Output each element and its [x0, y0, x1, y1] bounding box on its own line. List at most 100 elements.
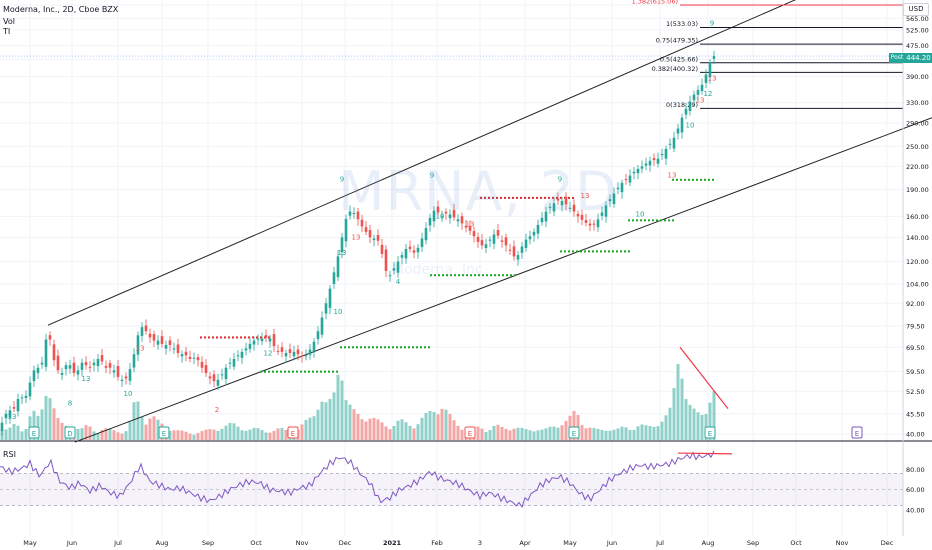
- x-tick-label: Jun: [66, 539, 77, 547]
- candle-body: [624, 179, 628, 181]
- level-dot: [632, 219, 634, 222]
- candle-body: [600, 212, 604, 216]
- currency-selector[interactable]: USD: [903, 3, 929, 16]
- symbol-title[interactable]: Moderna, Inc., 2D, Cboe BZX: [3, 5, 119, 14]
- candle-body: [336, 256, 340, 278]
- candle-body: [404, 248, 408, 259]
- candle-body: [360, 219, 364, 227]
- volume-bar: [436, 414, 440, 440]
- volume-bar: [644, 425, 648, 440]
- volume-bar: [124, 431, 128, 440]
- level-dot: [704, 178, 706, 181]
- level-dot: [292, 370, 294, 373]
- volume-bar: [368, 418, 372, 440]
- level-dot: [442, 274, 444, 277]
- volume-bar: [240, 430, 244, 440]
- volume-bar: [8, 427, 12, 440]
- candle-body: [172, 348, 176, 350]
- candle-body: [236, 355, 240, 357]
- level-dot: [488, 196, 490, 199]
- candle-body: [144, 325, 148, 332]
- volume-indicator-label[interactable]: Vol: [3, 17, 15, 26]
- level-dot: [396, 346, 398, 349]
- volume-bar: [700, 414, 704, 440]
- volume-bar: [428, 411, 432, 440]
- volume-bar: [284, 429, 288, 440]
- level-dot: [688, 178, 690, 181]
- level-dot: [434, 274, 436, 277]
- volume-bar: [584, 428, 588, 440]
- candle-body: [692, 94, 696, 101]
- candle-body: [636, 168, 640, 174]
- level-dot: [628, 250, 630, 253]
- earnings-icon: E: [28, 426, 40, 439]
- td-count-label: 9: [558, 175, 562, 183]
- candle-body: [220, 374, 224, 376]
- level-dot: [284, 370, 286, 373]
- candle-body: [520, 246, 524, 253]
- candle-body: [320, 317, 324, 335]
- candle-body: [420, 238, 424, 248]
- candle-body: [56, 355, 60, 371]
- event-marker-box: [287, 426, 299, 439]
- level-dot: [524, 196, 526, 199]
- level-dot: [324, 370, 326, 373]
- candle-body: [152, 334, 156, 341]
- y-tick-label: 250.00: [906, 143, 929, 151]
- candle-body: [0, 422, 4, 432]
- level-dot: [438, 274, 440, 277]
- volume-bar: [92, 431, 96, 440]
- level-dot: [244, 336, 246, 339]
- volume-bar: [148, 418, 152, 440]
- y-tick-label: 140.00: [906, 234, 929, 242]
- volume-bar: [192, 434, 196, 440]
- candle-body: [392, 268, 396, 271]
- candle-body: [712, 56, 716, 59]
- candle-body: [356, 211, 360, 220]
- candle-body: [492, 234, 496, 244]
- volume-bar: [384, 426, 388, 440]
- level-dot: [596, 250, 598, 253]
- rsi-indicator-label[interactable]: RSI: [3, 450, 16, 459]
- volume-bar: [660, 421, 664, 440]
- volume-bar: [244, 430, 248, 440]
- candle-body: [656, 158, 660, 164]
- level-dot: [268, 336, 270, 339]
- candle-body: [204, 365, 208, 373]
- level-dot: [352, 346, 354, 349]
- volume-bar: [248, 429, 252, 440]
- ti-indicator-label[interactable]: TI: [3, 27, 11, 36]
- candle-body: [472, 231, 476, 237]
- level-dot: [400, 346, 402, 349]
- y-tick-label: 565.00: [906, 15, 929, 23]
- volume-bar: [712, 391, 716, 440]
- level-dot: [564, 250, 566, 253]
- candle-body: [296, 349, 300, 355]
- level-dot: [240, 336, 242, 339]
- level-dot: [466, 274, 468, 277]
- candle-body: [368, 230, 372, 238]
- td-count-label: 10: [686, 121, 695, 129]
- volume-bar: [20, 431, 24, 440]
- candle-body: [484, 244, 488, 249]
- level-dot: [604, 250, 606, 253]
- level-dot: [268, 370, 270, 373]
- volume-bar: [56, 417, 60, 440]
- level-dot: [572, 196, 574, 199]
- candle-body: [680, 117, 684, 133]
- level-dot: [428, 346, 430, 349]
- level-dot: [450, 274, 452, 277]
- x-tick-label: Dec: [881, 539, 894, 547]
- volume-bar: [256, 428, 260, 440]
- level-dot: [484, 196, 486, 199]
- volume-bar: [404, 422, 408, 440]
- candle-body: [84, 362, 88, 366]
- level-dot: [224, 336, 226, 339]
- level-dot: [380, 346, 382, 349]
- volume-bar: [636, 426, 640, 440]
- volume-bar: [84, 425, 88, 440]
- candle-body: [324, 303, 328, 314]
- volume-bar: [484, 432, 488, 440]
- volume-bar: [308, 417, 312, 440]
